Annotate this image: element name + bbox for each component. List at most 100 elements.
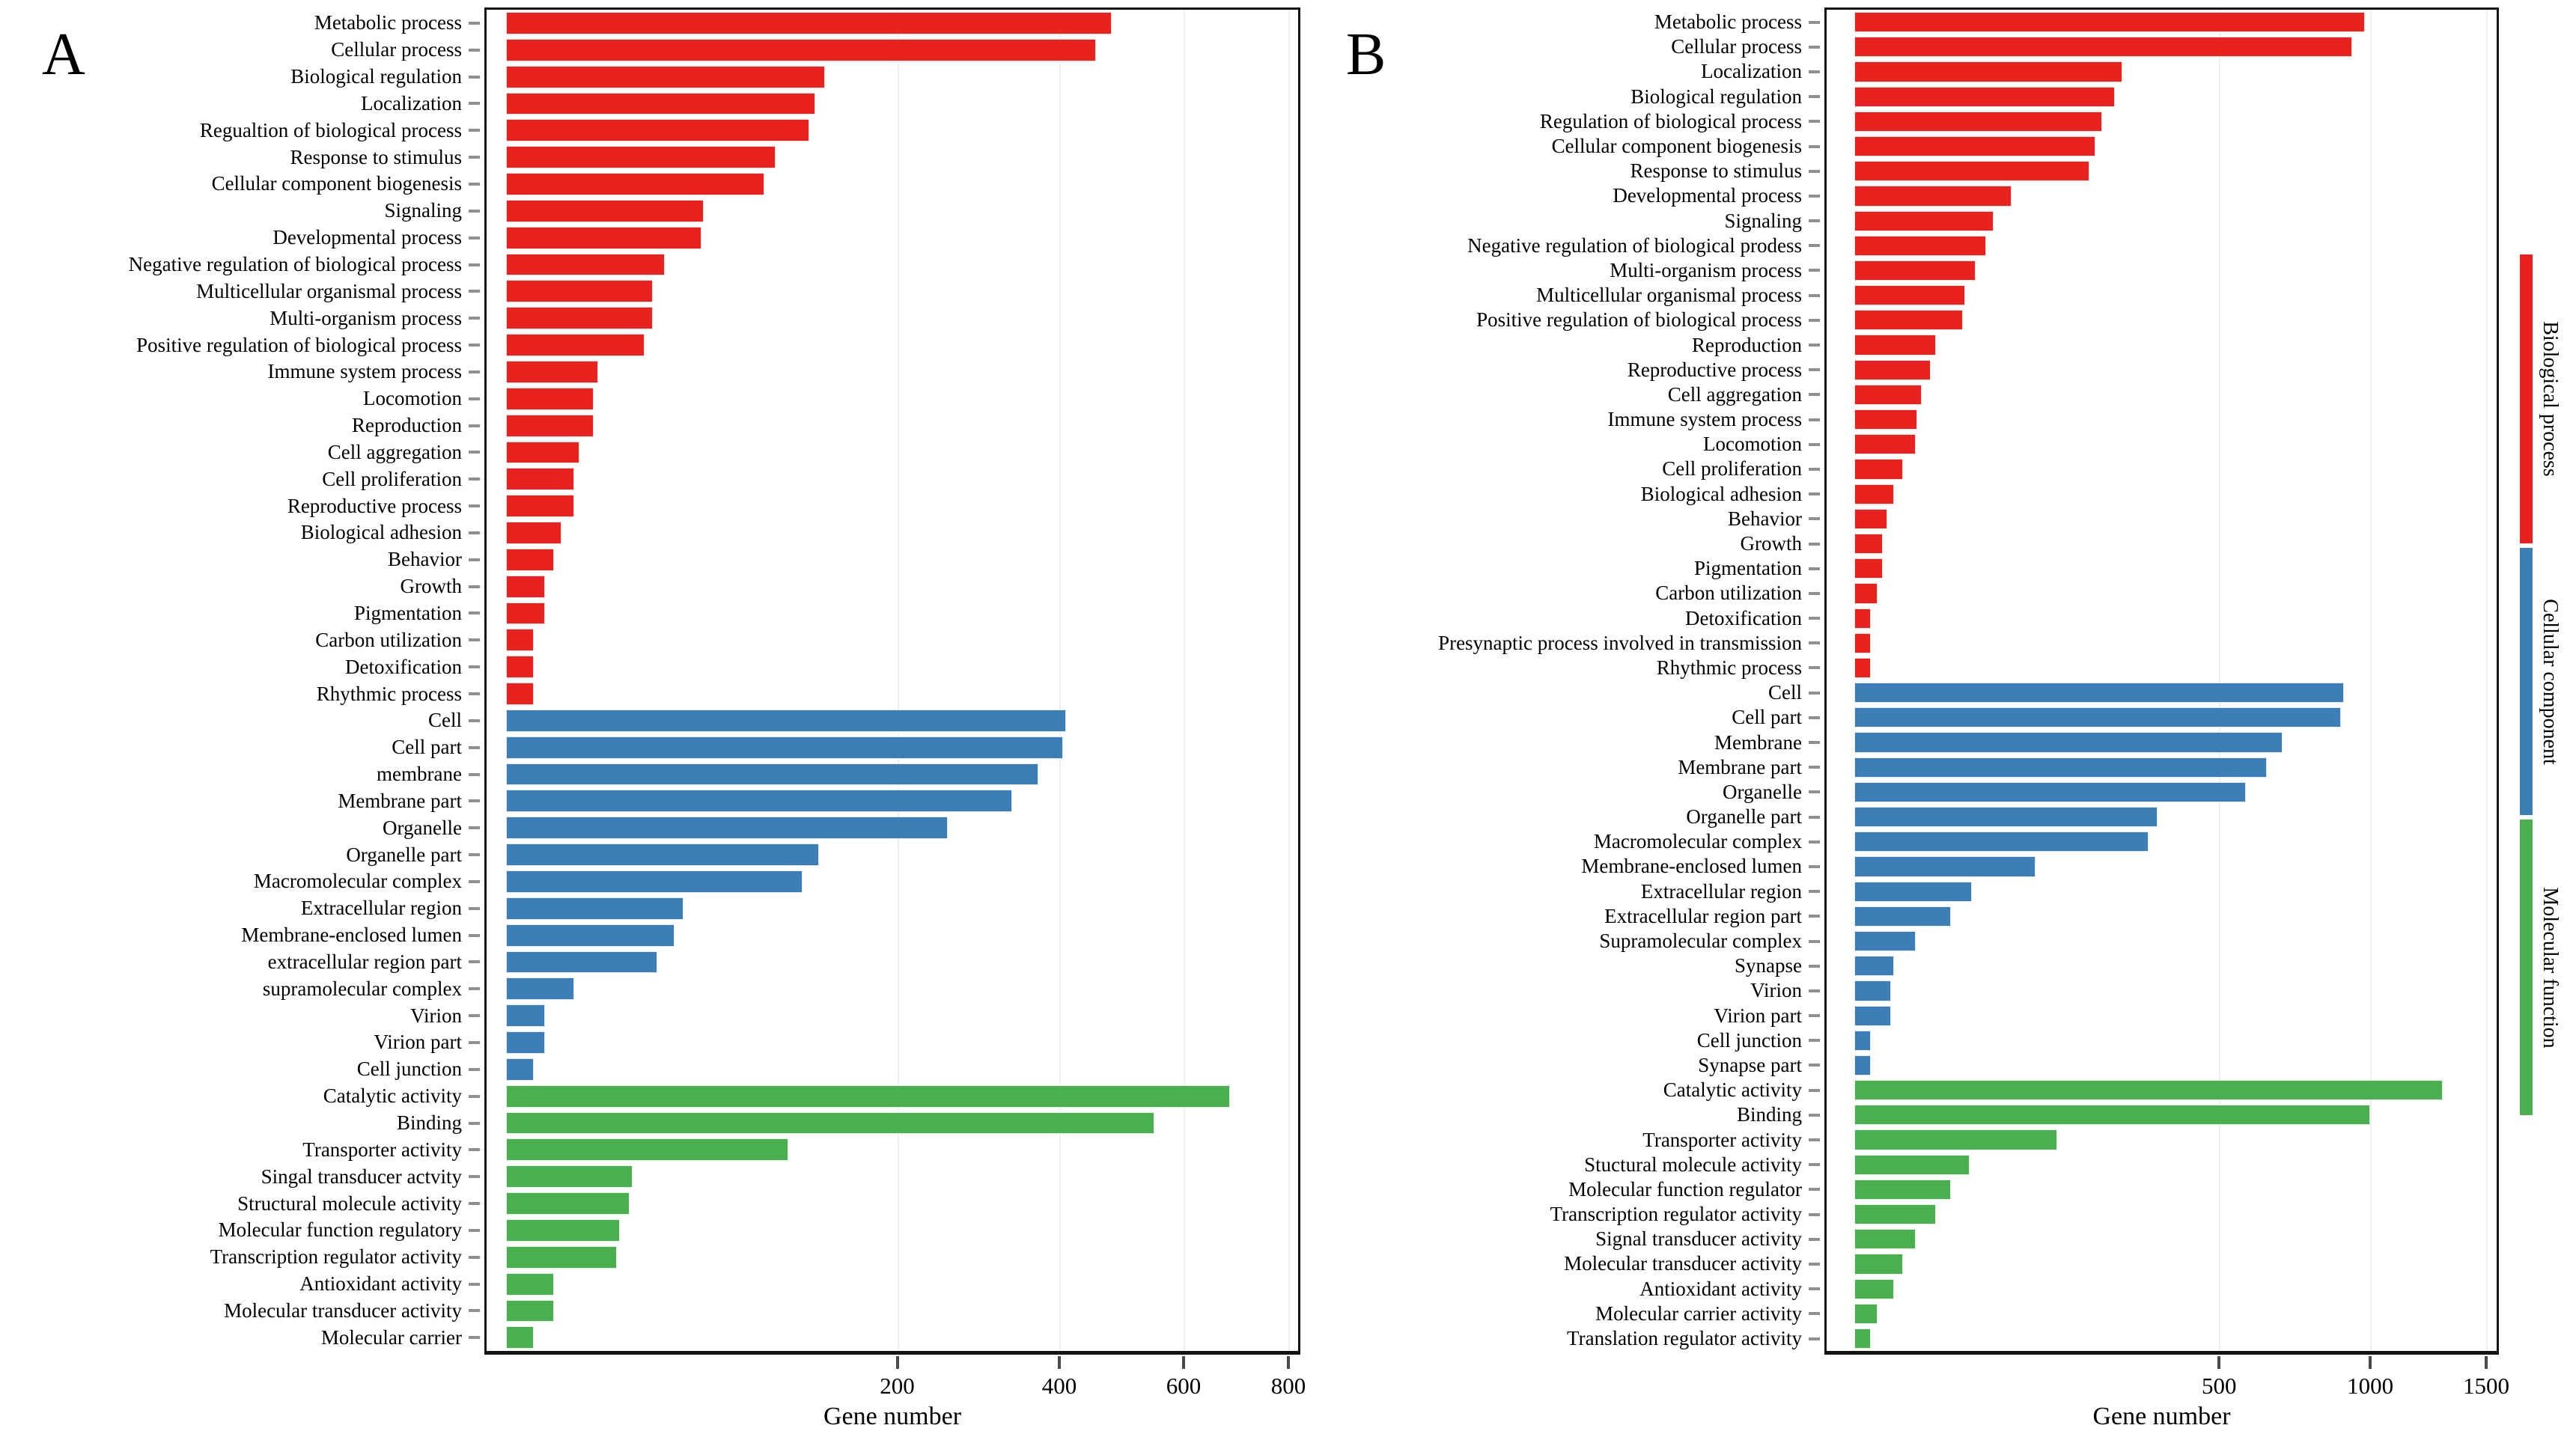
y-tick-mark bbox=[469, 1282, 480, 1286]
legend-item-molecular-function: Molecular function bbox=[2520, 820, 2562, 1115]
category-row: Behavior bbox=[1306, 507, 1824, 531]
category-label: Multi-organism process bbox=[1610, 258, 1802, 281]
bar bbox=[506, 709, 1067, 732]
category-label: Extracellular region bbox=[300, 897, 462, 920]
gridline bbox=[1184, 10, 1185, 1351]
y-tick-mark bbox=[469, 853, 480, 857]
bar-row bbox=[506, 1217, 1298, 1244]
bar-row bbox=[506, 922, 1298, 949]
category-row: Response to stimulus bbox=[1306, 159, 1824, 183]
bar-row bbox=[506, 171, 1298, 198]
category-row: Cell junction bbox=[0, 1056, 484, 1083]
bar bbox=[506, 441, 579, 464]
category-label: Molecular function regulatory bbox=[218, 1218, 462, 1242]
y-tick-mark bbox=[1809, 1113, 1820, 1117]
bar-row bbox=[506, 332, 1298, 359]
category-row: Carbon utilization bbox=[0, 626, 484, 653]
category-row: Molecular carrier activity bbox=[1306, 1302, 1824, 1326]
bar-row bbox=[506, 1163, 1298, 1190]
category-label: Antioxidant activity bbox=[299, 1272, 462, 1296]
bar-row bbox=[1854, 705, 2497, 730]
category-row: Presynaptic process involved in transmis… bbox=[1306, 631, 1824, 656]
category-row: Transcription regulator activity bbox=[0, 1244, 484, 1271]
category-row: Catalytic activity bbox=[0, 1083, 484, 1110]
gridline bbox=[897, 10, 899, 1351]
y-tick-mark bbox=[469, 75, 480, 79]
category-label: Presynaptic process involved in transmis… bbox=[1438, 631, 1802, 654]
go-legend: Biological process Cellular component Mo… bbox=[2520, 254, 2562, 1115]
category-row: Transporter activity bbox=[1306, 1127, 1824, 1152]
category-label: Immune system process bbox=[1607, 408, 1802, 431]
category-label: Regualtion of biological process bbox=[199, 118, 462, 141]
category-row: Cell part bbox=[0, 734, 484, 761]
bar bbox=[1854, 807, 2158, 828]
category-label: membrane bbox=[377, 763, 462, 786]
bar-row bbox=[1854, 780, 2497, 805]
y-tick-mark bbox=[469, 611, 480, 615]
category-row: Negative regulation of biological prodes… bbox=[1306, 234, 1824, 258]
bar-row bbox=[1854, 332, 2497, 357]
bar-row bbox=[1854, 1053, 2497, 1078]
y-tick-mark bbox=[469, 504, 480, 508]
bar bbox=[1854, 310, 1963, 331]
bar-row bbox=[506, 117, 1298, 144]
category-label: Synapse bbox=[1735, 954, 1802, 977]
category-row: membrane bbox=[0, 761, 484, 788]
gridline bbox=[1288, 10, 1291, 1351]
bar bbox=[506, 924, 675, 947]
y-tick-mark bbox=[1809, 1212, 1820, 1216]
category-row: Growth bbox=[1306, 531, 1824, 556]
bar-row bbox=[1854, 1127, 2497, 1152]
category-label: Reproduction bbox=[352, 414, 462, 437]
category-label: Positive regulation of biological proces… bbox=[1476, 308, 1802, 332]
category-label: Reproduction bbox=[1692, 333, 1802, 356]
y-tick-mark bbox=[469, 692, 480, 696]
panel-a-category-labels: Metabolic process Cellular process Biologi… bbox=[0, 7, 484, 1355]
category-label: Cellular component biogenesis bbox=[1551, 135, 1802, 158]
y-tick-mark bbox=[1809, 269, 1820, 272]
bar-row bbox=[506, 305, 1298, 332]
category-label: Cell part bbox=[392, 736, 462, 759]
y-tick-mark bbox=[1809, 318, 1820, 322]
y-tick-mark bbox=[1809, 517, 1820, 521]
category-label: Molecular transducer activity bbox=[224, 1299, 462, 1322]
gridline bbox=[2486, 10, 2488, 1351]
bar bbox=[506, 736, 1063, 759]
bar-row bbox=[506, 975, 1298, 1002]
bar-row bbox=[506, 1244, 1298, 1271]
bar-row bbox=[506, 359, 1298, 385]
bar bbox=[506, 38, 1097, 61]
bar bbox=[1854, 583, 1878, 604]
category-row: Growth bbox=[0, 573, 484, 600]
category-label: Extracellular region bbox=[1640, 879, 1802, 903]
bar-row bbox=[506, 37, 1298, 64]
category-label: Translation regulator activity bbox=[1567, 1327, 1802, 1350]
category-row: Organelle part bbox=[1306, 805, 1824, 829]
bar bbox=[1854, 409, 1918, 430]
category-label: Rhythmic process bbox=[316, 682, 462, 705]
category-row: Cell bbox=[0, 707, 484, 734]
y-tick-mark bbox=[469, 585, 480, 588]
category-label: Localization bbox=[1701, 60, 1802, 83]
y-tick-mark bbox=[1809, 1262, 1820, 1266]
category-label: Cell junction bbox=[356, 1058, 462, 1081]
category-label: Pigmentation bbox=[354, 601, 462, 624]
category-label: Catalytic activity bbox=[323, 1084, 462, 1108]
y-tick-mark bbox=[1809, 1014, 1820, 1018]
category-label: Membrane part bbox=[1678, 755, 1802, 778]
bar bbox=[506, 1245, 617, 1269]
x-tick-label: 500 bbox=[2202, 1373, 2237, 1399]
y-tick-mark bbox=[1809, 964, 1820, 968]
x-tick-label: 800 bbox=[1270, 1373, 1306, 1399]
legend-label: Molecular function bbox=[2539, 886, 2562, 1049]
category-label: Developmental process bbox=[272, 226, 462, 249]
category-label: Carbon utilization bbox=[315, 628, 462, 651]
bar-row bbox=[1854, 1004, 2497, 1028]
bar bbox=[1854, 1080, 2443, 1101]
bar bbox=[1854, 1179, 1951, 1200]
y-tick-mark bbox=[1809, 70, 1820, 73]
bar bbox=[506, 307, 653, 330]
category-row: Rhythmic process bbox=[1306, 656, 1824, 680]
y-tick-mark bbox=[1809, 1237, 1820, 1241]
category-row: Developmental process bbox=[0, 225, 484, 251]
